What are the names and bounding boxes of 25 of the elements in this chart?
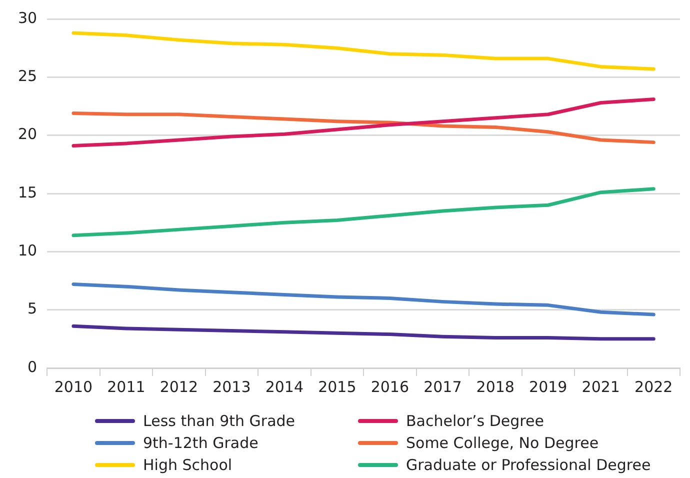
x-tick-label: 2022 [634, 378, 673, 396]
y-tick-label: 0 [28, 358, 38, 376]
y-tick-label: 10 [18, 242, 38, 260]
legend-label: Graduate or Professional Degree [406, 456, 651, 474]
x-tick-label: 2014 [265, 378, 304, 396]
y-tick-label: 5 [28, 300, 38, 318]
x-tick-label: 2011 [107, 378, 146, 396]
x-tick-label: 2019 [529, 378, 568, 396]
legend-label: Some College, No Degree [406, 434, 599, 452]
legend-label: 9th-12th Grade [143, 434, 258, 452]
legend-label: Less than 9th Grade [143, 412, 296, 430]
x-tick-label: 2015 [318, 378, 356, 396]
legend-label: Bachelor’s Degree [406, 412, 544, 430]
x-tick-label: 2012 [160, 378, 198, 396]
x-tick-label: 2017 [424, 378, 462, 396]
legend-label: High School [143, 456, 232, 474]
y-tick-label: 20 [18, 125, 38, 144]
x-tick-label: 2010 [54, 378, 93, 396]
x-tick-label: 2021 [582, 378, 620, 396]
x-tick-label: 2016 [370, 378, 410, 396]
y-tick-label: 25 [18, 67, 38, 86]
y-tick-label: 30 [18, 8, 38, 27]
y-tick-label: 15 [18, 183, 38, 202]
x-tick-label: 2013 [212, 378, 251, 396]
x-tick-label: 2018 [476, 378, 514, 396]
